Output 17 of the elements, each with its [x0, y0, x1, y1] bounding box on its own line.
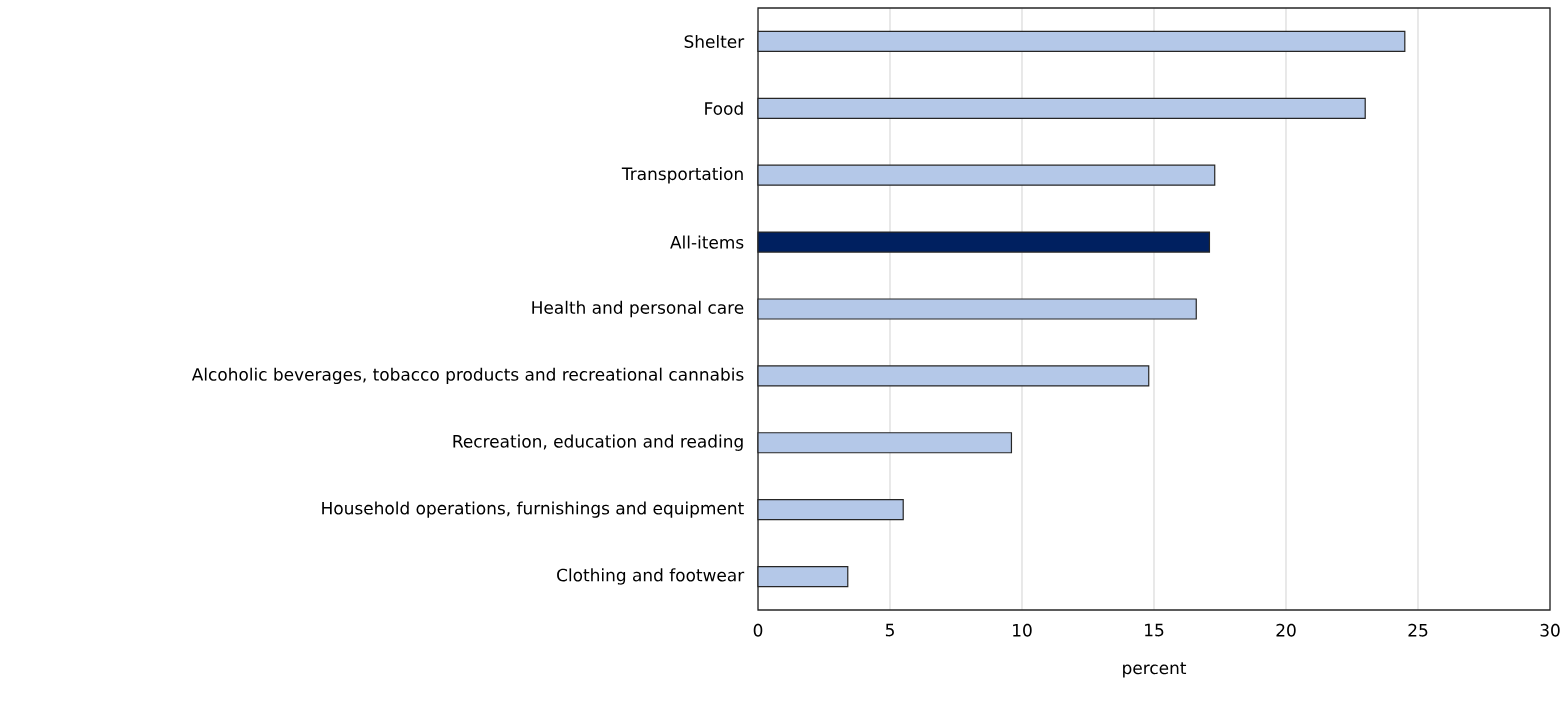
x-axis-title: percent: [1123, 662, 1187, 678]
y-tick-label: Transportation: [621, 167, 743, 184]
x-tick-label: 10: [1013, 623, 1032, 637]
y-tick-label: All-items: [670, 235, 744, 249]
y-tick-label: Food: [705, 101, 743, 115]
x-tick-label: 0: [753, 623, 763, 637]
x-tick-label: 20: [1276, 623, 1296, 637]
x-tick-label: 5: [885, 623, 894, 637]
y-tick-label: Clothing and footwear: [557, 568, 745, 585]
y-tick-label: Health and personal care: [532, 300, 744, 318]
x-tick-label: 15: [1145, 623, 1164, 637]
y-tick-label: Shelter: [684, 34, 745, 48]
y-tick-label: Alcoholic beverages, tobacco products and recreational cannabis: [191, 367, 744, 385]
x-tick-label: 30: [1540, 623, 1560, 637]
x-tick-label: 25: [1408, 623, 1428, 637]
y-tick-label: Household operations, furnishings and equipment: [322, 501, 744, 518]
y-tick-label: Recreation, education and reading: [453, 434, 743, 451]
